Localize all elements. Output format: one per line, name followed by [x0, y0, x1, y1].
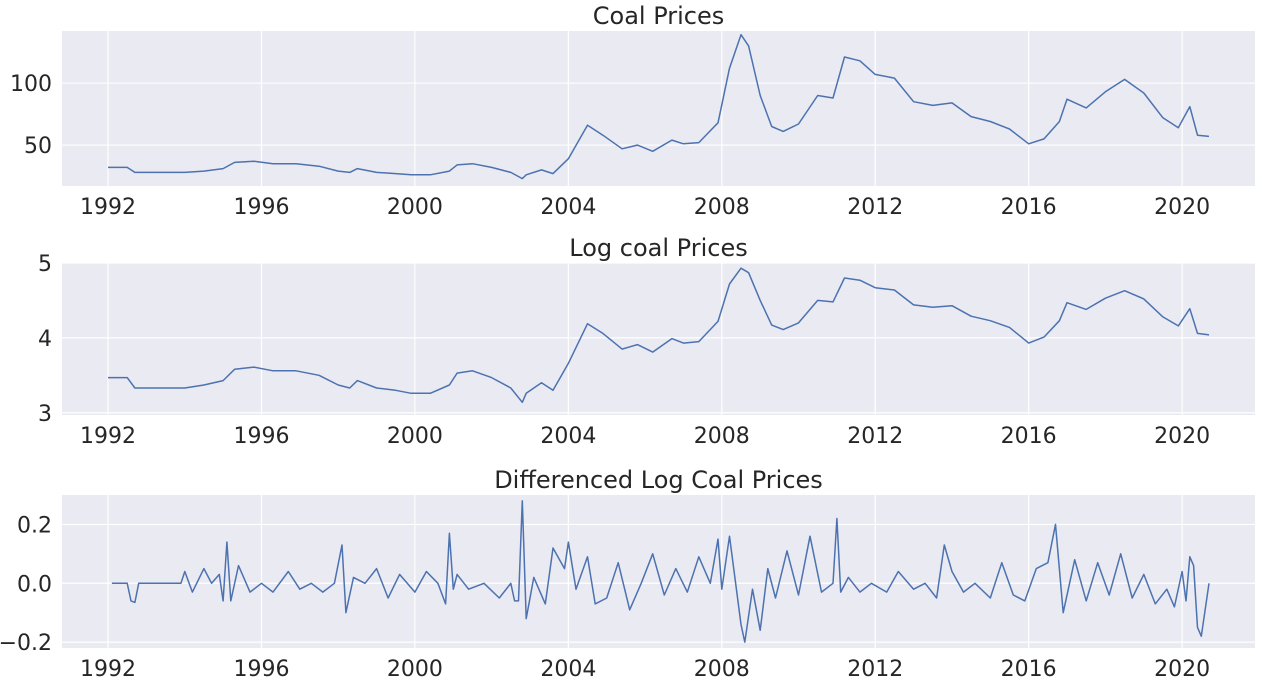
chart-title: Differenced Log Coal Prices: [494, 466, 823, 494]
x-tick-label: 2000: [387, 424, 443, 449]
series-line: [108, 267, 1210, 404]
gridlines: [62, 262, 1255, 415]
coal-prices-panel: 1992 1996 2000 2004 2008 2012 2016 2020 50 100 C…: [10, 2, 1255, 220]
x-tick-label: 1992: [80, 424, 136, 449]
x-tick-label: 2004: [540, 657, 596, 682]
series-line: [108, 33, 1210, 180]
y-tick-label: 3: [38, 402, 52, 427]
x-tick-label: 2000: [387, 195, 443, 220]
plot-area: [62, 31, 1255, 186]
x-tick-label: 2012: [847, 657, 903, 682]
y-tick-label: 50: [24, 134, 52, 159]
x-tick-label: 1992: [80, 195, 136, 220]
y-tick-label: 0.0: [17, 572, 52, 597]
x-tick-label: 1992: [80, 657, 136, 682]
x-tick-label: 2020: [1154, 424, 1210, 449]
y-tick-label: 5: [38, 252, 52, 277]
x-tick-label: 1996: [233, 657, 289, 682]
y-tick-label: −0.2: [0, 631, 52, 656]
x-tick-label: 1996: [233, 195, 289, 220]
differenced-log-coal-prices-panel: 1992 1996 2000 2004 2008 2012 2016 2020 −0.2 0.0…: [0, 466, 1255, 682]
chart-title: Coal Prices: [593, 2, 725, 30]
y-tick-labels: 3 4 5: [38, 252, 52, 427]
y-tick-label: 4: [38, 327, 52, 352]
plot-area: [62, 263, 1255, 415]
x-tick-label: 2012: [847, 195, 903, 220]
x-tick-label: 2016: [1001, 424, 1057, 449]
x-tick-label: 2016: [1001, 195, 1057, 220]
x-tick-labels: 1992 1996 2000 2004 2008 2012 2016 2020: [80, 657, 1210, 682]
x-tick-label: 2012: [847, 424, 903, 449]
x-tick-label: 2008: [694, 195, 750, 220]
log-coal-prices-panel: 1992 1996 2000 2004 2008 2012 2016 2020 3 4 5 Log…: [38, 234, 1255, 449]
x-tick-label: 1996: [233, 424, 289, 449]
x-tick-labels: 1992 1996 2000 2004 2008 2012 2016 2020: [80, 424, 1210, 449]
x-tick-label: 2016: [1001, 657, 1057, 682]
x-tick-label: 2004: [540, 195, 596, 220]
x-tick-label: 2020: [1154, 657, 1210, 682]
series-line: [111, 500, 1210, 643]
y-tick-labels: −0.2 0.0 0.2: [0, 513, 52, 656]
plot-area: [62, 495, 1255, 648]
x-tick-label: 2008: [694, 657, 750, 682]
x-tick-label: 2004: [540, 424, 596, 449]
y-tick-labels: 50 100: [10, 72, 52, 159]
x-tick-labels: 1992 1996 2000 2004 2008 2012 2016 2020: [80, 195, 1210, 220]
gridlines: [62, 31, 1255, 186]
x-tick-label: 2000: [387, 657, 443, 682]
y-tick-label: 0.2: [17, 513, 52, 538]
x-tick-label: 2008: [694, 424, 750, 449]
y-tick-label: 100: [10, 72, 52, 97]
x-tick-label: 2020: [1154, 195, 1210, 220]
chart-title: Log coal Prices: [569, 234, 747, 262]
